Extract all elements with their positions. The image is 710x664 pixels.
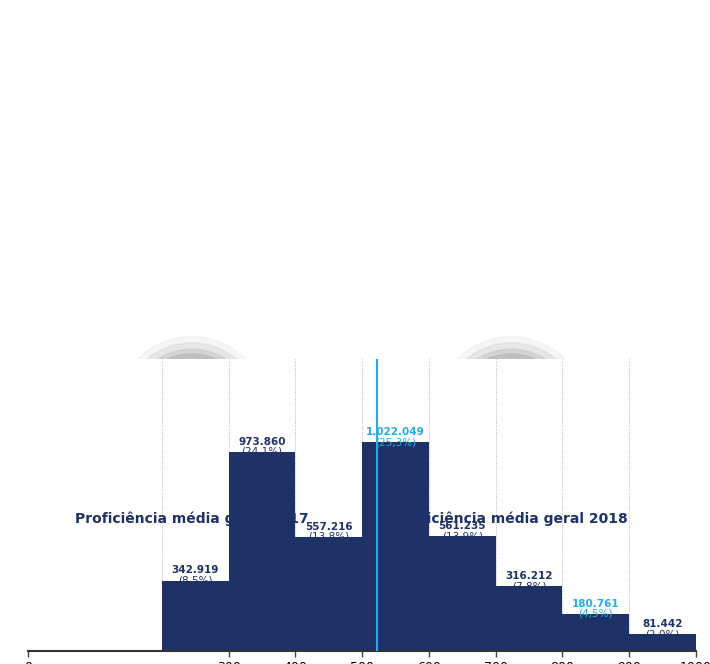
Circle shape [435,337,588,490]
Bar [429,536,496,651]
Circle shape [121,343,262,483]
Text: 81.442: 81.442 [642,619,683,629]
Circle shape [441,343,581,483]
Circle shape [452,354,571,473]
Bar [362,442,429,651]
Text: (4,5%): (4,5%) [579,609,613,619]
Bar [162,581,229,651]
Text: 342.919: 342.919 [172,566,219,576]
Text: (13,8%): (13,8%) [308,532,349,542]
Circle shape [132,354,251,473]
Circle shape [115,337,268,490]
Text: 522,8: 522,8 [479,403,543,423]
Text: 557.216: 557.216 [305,522,353,532]
Text: 180.761: 180.761 [572,598,620,609]
Circle shape [447,349,575,477]
Text: Proficiência média geral 2018: Proficiência média geral 2018 [394,511,628,526]
Text: (2,0%): (2,0%) [645,629,679,639]
Text: (13,9%): (13,9%) [442,531,483,541]
Circle shape [128,349,256,477]
Text: 561.235: 561.235 [439,521,486,531]
Bar [629,634,696,651]
Bar [562,614,629,651]
Text: 558,0: 558,0 [160,403,224,423]
Text: 1.022.049: 1.022.049 [366,427,425,437]
Text: 316.212: 316.212 [506,571,552,581]
Text: 973.860: 973.860 [239,437,285,447]
Text: (7,8%): (7,8%) [512,581,546,591]
Circle shape [458,360,564,466]
Text: (24,1%): (24,1%) [241,447,283,457]
Bar [496,586,562,651]
Text: (8,5%): (8,5%) [178,576,212,586]
Text: (25,3%): (25,3%) [375,437,416,447]
Bar [229,452,295,651]
Bar [295,537,362,651]
Circle shape [138,360,245,466]
Text: Proficiência média geral 2017: Proficiência média geral 2017 [75,511,309,526]
